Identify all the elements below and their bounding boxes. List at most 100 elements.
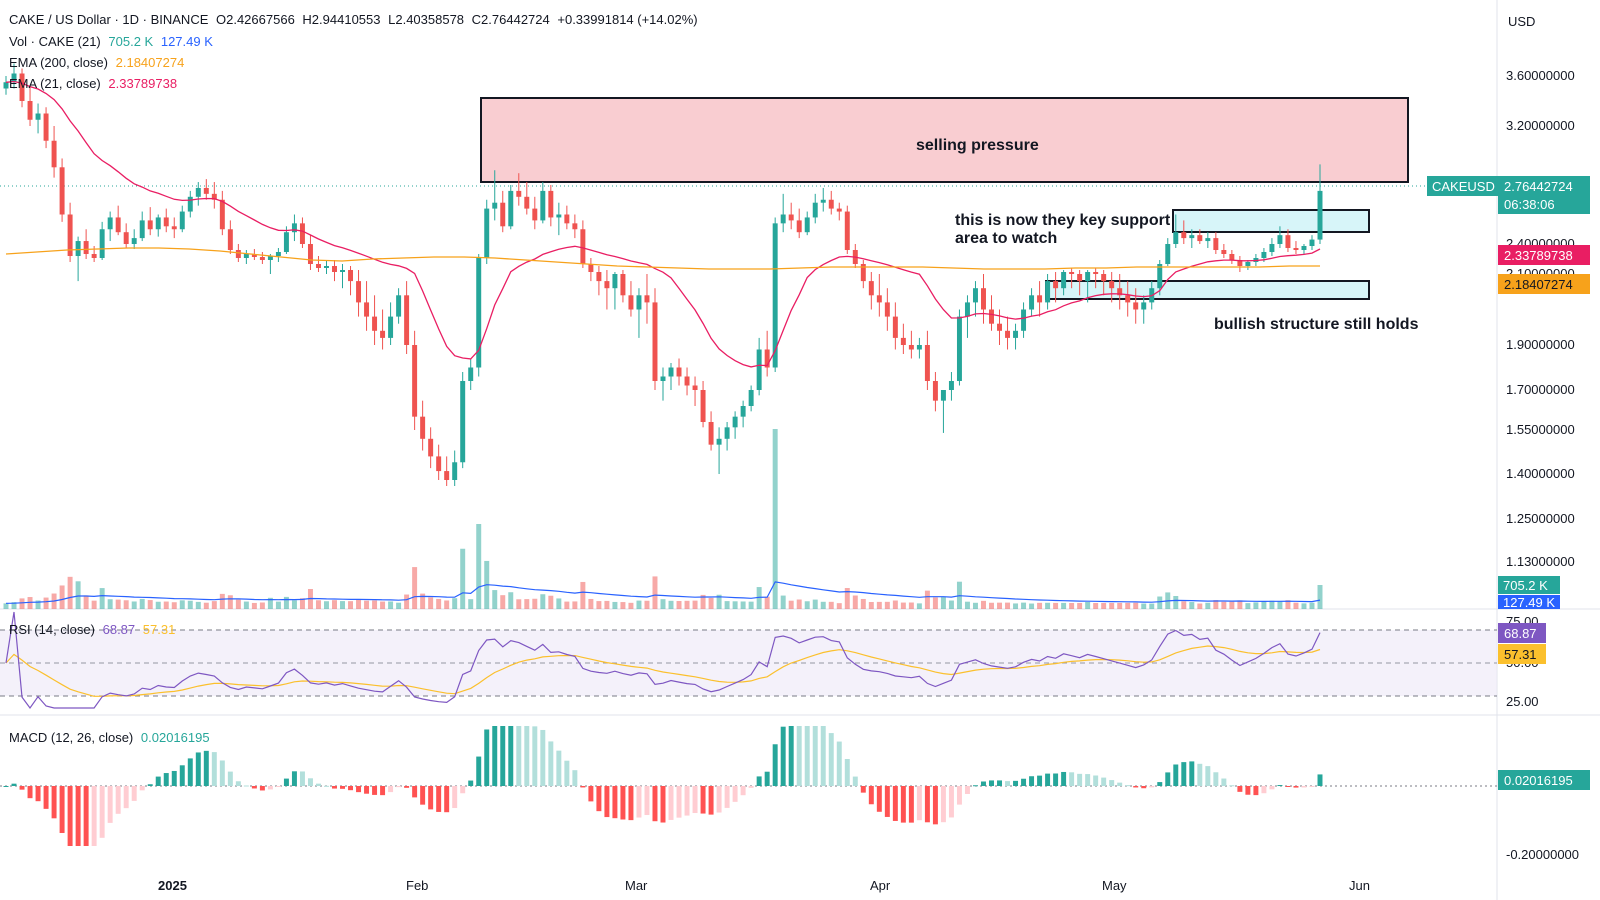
candle (1133, 288, 1139, 324)
ema21-line (5, 80, 1321, 368)
macd-hist-bar (524, 726, 530, 786)
candle (1181, 220, 1187, 244)
macd-hist-bar (275, 786, 281, 787)
candle (924, 330, 930, 390)
macd-legend[interactable]: MACD (12, 26, close) 0.02016195 (9, 730, 214, 746)
price-tick-6: 1.55000000 (1506, 422, 1575, 437)
candle (548, 185, 554, 227)
candle (564, 205, 570, 230)
volume-bar (452, 598, 458, 609)
macd-hist-bar (956, 786, 962, 805)
volume-bar (348, 601, 354, 609)
macd-hist-bar (812, 726, 818, 786)
volume-bar (1053, 602, 1059, 609)
volume-bar (532, 598, 538, 609)
candle (620, 270, 626, 303)
rsi-line (5, 611, 1321, 710)
macd-hist-bar (1293, 786, 1299, 788)
x-label-feb: Feb (406, 878, 428, 893)
candle (1005, 316, 1011, 350)
symbol-price-tag: CAKEUSD 2.76442724 06:38:06 (1427, 176, 1590, 214)
candle (436, 444, 442, 480)
volume-layer (3, 429, 1323, 609)
currency-label[interactable]: USD (1508, 14, 1535, 29)
macd-hist-bar (404, 786, 410, 788)
macd-hist-bar (1165, 772, 1171, 786)
macd-hist-bar (540, 729, 546, 786)
candle (179, 205, 185, 233)
candle (1277, 226, 1283, 248)
candle (19, 68, 25, 108)
volume-bar (788, 600, 794, 609)
rsi-ma-line (5, 645, 1321, 697)
macd-hist-bar (989, 780, 994, 786)
macd-hist-bar (1005, 781, 1011, 786)
volume-bar (444, 600, 450, 609)
support-label-line1: this is now they key support (955, 212, 1171, 229)
macd-hist-bar (1037, 775, 1043, 786)
macd-hist-bar (684, 786, 690, 816)
volume-bar (668, 600, 674, 609)
candle (684, 367, 690, 396)
volume-bar (1149, 603, 1155, 609)
volume-bar (620, 602, 626, 609)
svg-text:57.31: 57.31 (1504, 647, 1537, 662)
candle (604, 270, 610, 310)
macd-hist-bar (1093, 775, 1099, 786)
candle (1141, 295, 1147, 324)
macd-hist-bar (1125, 785, 1131, 787)
volume-legend[interactable]: Vol · CAKE (21) 705.2 K 127.49 K (9, 34, 217, 50)
volume-bar (179, 600, 185, 609)
candle (1229, 250, 1235, 264)
volume-bar (852, 595, 858, 609)
symbol-header[interactable]: CAKE / US Dollar · 1D · BINANCE O2.42667… (9, 12, 702, 28)
candle (91, 246, 97, 262)
rsi-legend-value: 68.87 (102, 622, 136, 637)
macd-hist-bar (500, 726, 506, 786)
volume-bar (652, 576, 658, 609)
volume-bar (211, 601, 217, 609)
volume-bar (291, 600, 297, 609)
rsi-legend[interactable]: RSI (14, close) 68.87 57.31 (9, 622, 179, 638)
volume-bar (628, 602, 634, 609)
macd-hist-bar (1269, 786, 1275, 790)
ohlc-open: O2.42667566 (216, 12, 295, 27)
candle (989, 295, 994, 331)
ema21-price-tag: 2.33789738 (1498, 245, 1590, 265)
volume-legend-ma: 127.49 K (160, 34, 213, 49)
macd-hist-bar (756, 776, 762, 786)
ema21-legend[interactable]: EMA (21, close) 2.33789738 (9, 76, 181, 92)
candle (147, 207, 153, 236)
candle (580, 220, 586, 268)
volume-tag: 705.2 K 127.49 K (1498, 576, 1560, 610)
volume-bar (139, 598, 145, 609)
volume-bar (1125, 602, 1131, 609)
ema200-legend[interactable]: EMA (200, close) 2.18407274 (9, 55, 188, 71)
volume-bar (43, 597, 49, 609)
macd-hist-bar (732, 786, 738, 802)
macd-hist-bar (67, 786, 73, 846)
volume-bar (989, 602, 994, 609)
macd-hist-bar (19, 786, 25, 790)
macd-hist-bar (780, 726, 786, 786)
candle (788, 202, 794, 230)
volume-bar (524, 599, 530, 609)
volume-bar (1205, 602, 1211, 609)
volume-bar (884, 601, 890, 609)
candle (1013, 323, 1019, 350)
macd-hist-bar (436, 786, 442, 812)
macd-hist-bar (876, 786, 882, 812)
macd-hist-bar (1157, 782, 1163, 786)
volume-bar (227, 595, 233, 609)
macd-hist-bar (628, 786, 634, 821)
macd-hist-bar (99, 786, 105, 838)
volume-bar (35, 600, 41, 609)
macd-hist-bar (492, 726, 498, 786)
candle (852, 244, 858, 268)
symbol-title[interactable]: CAKE / US Dollar · 1D · BINANCE (9, 12, 209, 27)
candle (556, 202, 562, 236)
candle (588, 258, 594, 282)
candle (636, 288, 642, 338)
